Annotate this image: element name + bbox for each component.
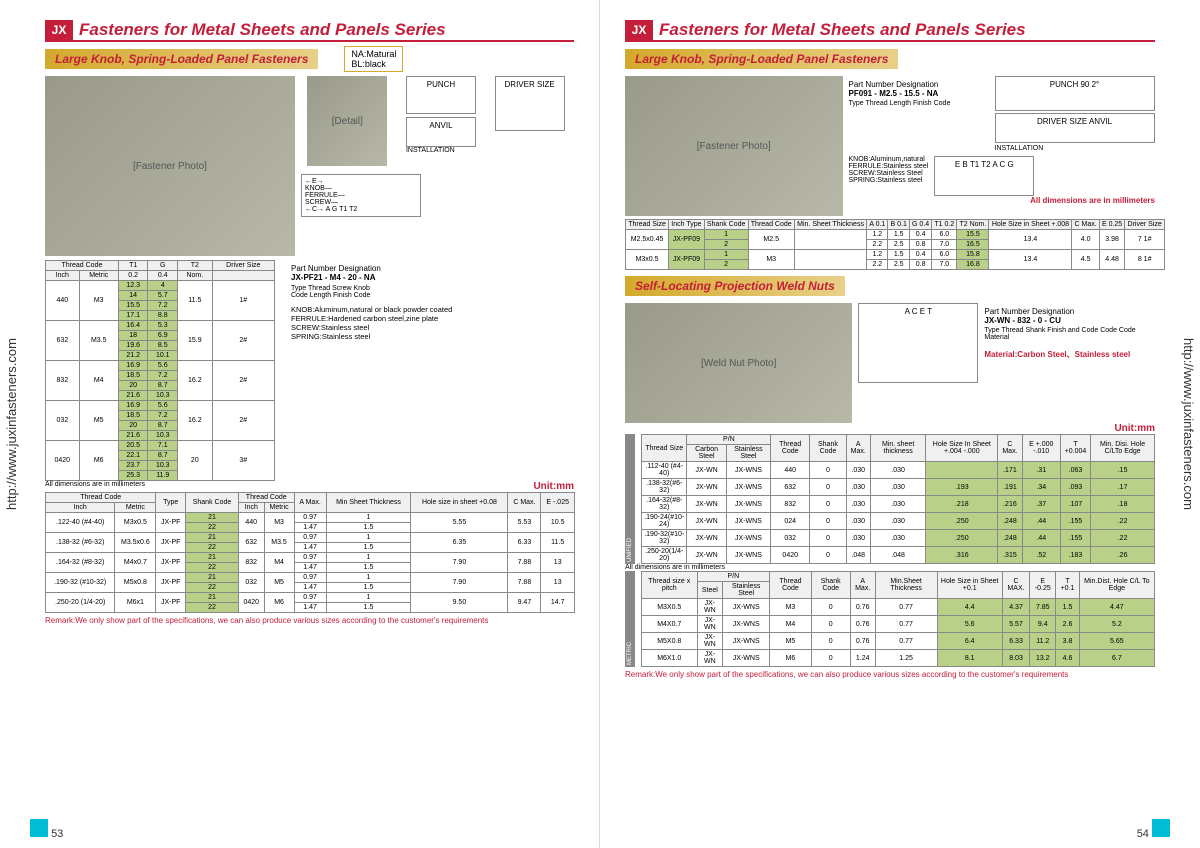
spec-table-2: Thread CodeTypeShank CodeThread CodeA Ma…: [45, 492, 575, 613]
dims-note-2: All dimensions are in millimeters: [625, 564, 1155, 571]
spec-table-1: Thread CodeT1GT2Driver Size InchMetric0.…: [45, 260, 275, 481]
catalog-spread: http://www.juxinfasteners.com JX Fastene…: [0, 0, 1200, 848]
anvil-diagram: ANVIL: [406, 117, 476, 147]
remark-left: Remark:We only show part of the specific…: [45, 616, 574, 625]
punch-diagram: PUNCH: [406, 76, 476, 114]
finish-na: NA:Matural: [351, 49, 396, 59]
dims-note-1: All dimensions are in millimeters: [45, 481, 145, 492]
small-photo: [Detail]: [307, 76, 387, 166]
punch-diag-r: PUNCH 90 2°: [995, 76, 1155, 111]
driver-diagram: DRIVER SIZE: [495, 76, 565, 131]
metric-label: METRIC: [625, 571, 635, 667]
remark-right: Remark:We only show part of the specific…: [625, 670, 1155, 679]
url-left: http://www.juxinfasteners.com: [4, 338, 19, 510]
material-right-2: Material:Carbon Steel、Stainless steel: [984, 349, 1154, 360]
title-bar-right: JX Fasteners for Metal Sheets and Panels…: [625, 20, 1155, 42]
page-num-left: 53: [30, 819, 63, 840]
driver-diag-r: DRIVER SIZE ANVIL: [995, 113, 1155, 143]
dims-red: All dimensions are in millimeters: [849, 196, 1155, 205]
unit-label-2: Unit:mm: [625, 423, 1155, 434]
page-title-right: Fasteners for Metal Sheets and Panels Se…: [659, 20, 1026, 40]
page-num-right: 54: [1137, 819, 1170, 840]
finish-box: NA:Matural BL:black: [344, 46, 403, 72]
spec-table-4: Thread SizeP/NThread CodeShank CodeA Max…: [641, 434, 1155, 564]
part-num-desig-right-1: Part Number Designation PF091 - M2.5 - 1…: [849, 80, 989, 148]
finish-bl: BL:black: [351, 59, 396, 69]
subtitle-right-2: Self-Locating Projection Weld Nuts: [625, 276, 845, 296]
page-right: http://www.juxinfasteners.com JX Fastene…: [600, 0, 1200, 848]
title-bar-left: JX Fasteners for Metal Sheets and Panels…: [45, 20, 574, 42]
part-num-desig-left: Part Number Designation JX-PF21 - M4 - 2…: [291, 264, 561, 299]
materials-right-1: KNOB:Aluminum,natural FERRULE:Stainless …: [849, 156, 929, 196]
dim-diagram: ←E→ KNOB— FERRULE— SCREW— ←C→ A G T1 T2: [301, 174, 421, 217]
spec-table-3: Thread SizeInch TypeShank CodeThread Cod…: [625, 219, 1165, 270]
page-title-left: Fasteners for Metal Sheets and Panels Se…: [79, 20, 446, 40]
unit-label-1: Unit:mm: [533, 481, 574, 492]
unified-label: UNIFIED: [625, 434, 635, 564]
materials-left: KNOB:Aluminum,natural or black powder co…: [291, 305, 561, 341]
part-num-desig-right-2: Part Number Designation JX-WN - 832 - 0 …: [984, 307, 1154, 341]
product-photo-left: [Fastener Photo]: [45, 76, 295, 256]
product-photo-right-2: [Weld Nut Photo]: [625, 303, 852, 423]
spec-table-5: Thread size x pitchP/NThread CodeShank C…: [641, 571, 1155, 667]
subtitle-left: Large Knob, Spring-Loaded Panel Fastener…: [45, 49, 318, 69]
product-photo-right-1: [Fastener Photo]: [625, 76, 843, 216]
logo-icon-right: JX: [625, 20, 653, 40]
page-left: http://www.juxinfasteners.com JX Fastene…: [0, 0, 600, 848]
url-right: http://www.juxinfasteners.com: [1181, 338, 1196, 510]
weldnut-diagram: A C E T: [858, 303, 978, 383]
dim-diag-r: E B T1 T2 A C G: [934, 156, 1034, 196]
logo-icon: JX: [45, 20, 73, 40]
install-label: INSTALLATION: [406, 147, 476, 154]
subtitle-right-1: Large Knob, Spring-Loaded Panel Fastener…: [625, 49, 898, 69]
